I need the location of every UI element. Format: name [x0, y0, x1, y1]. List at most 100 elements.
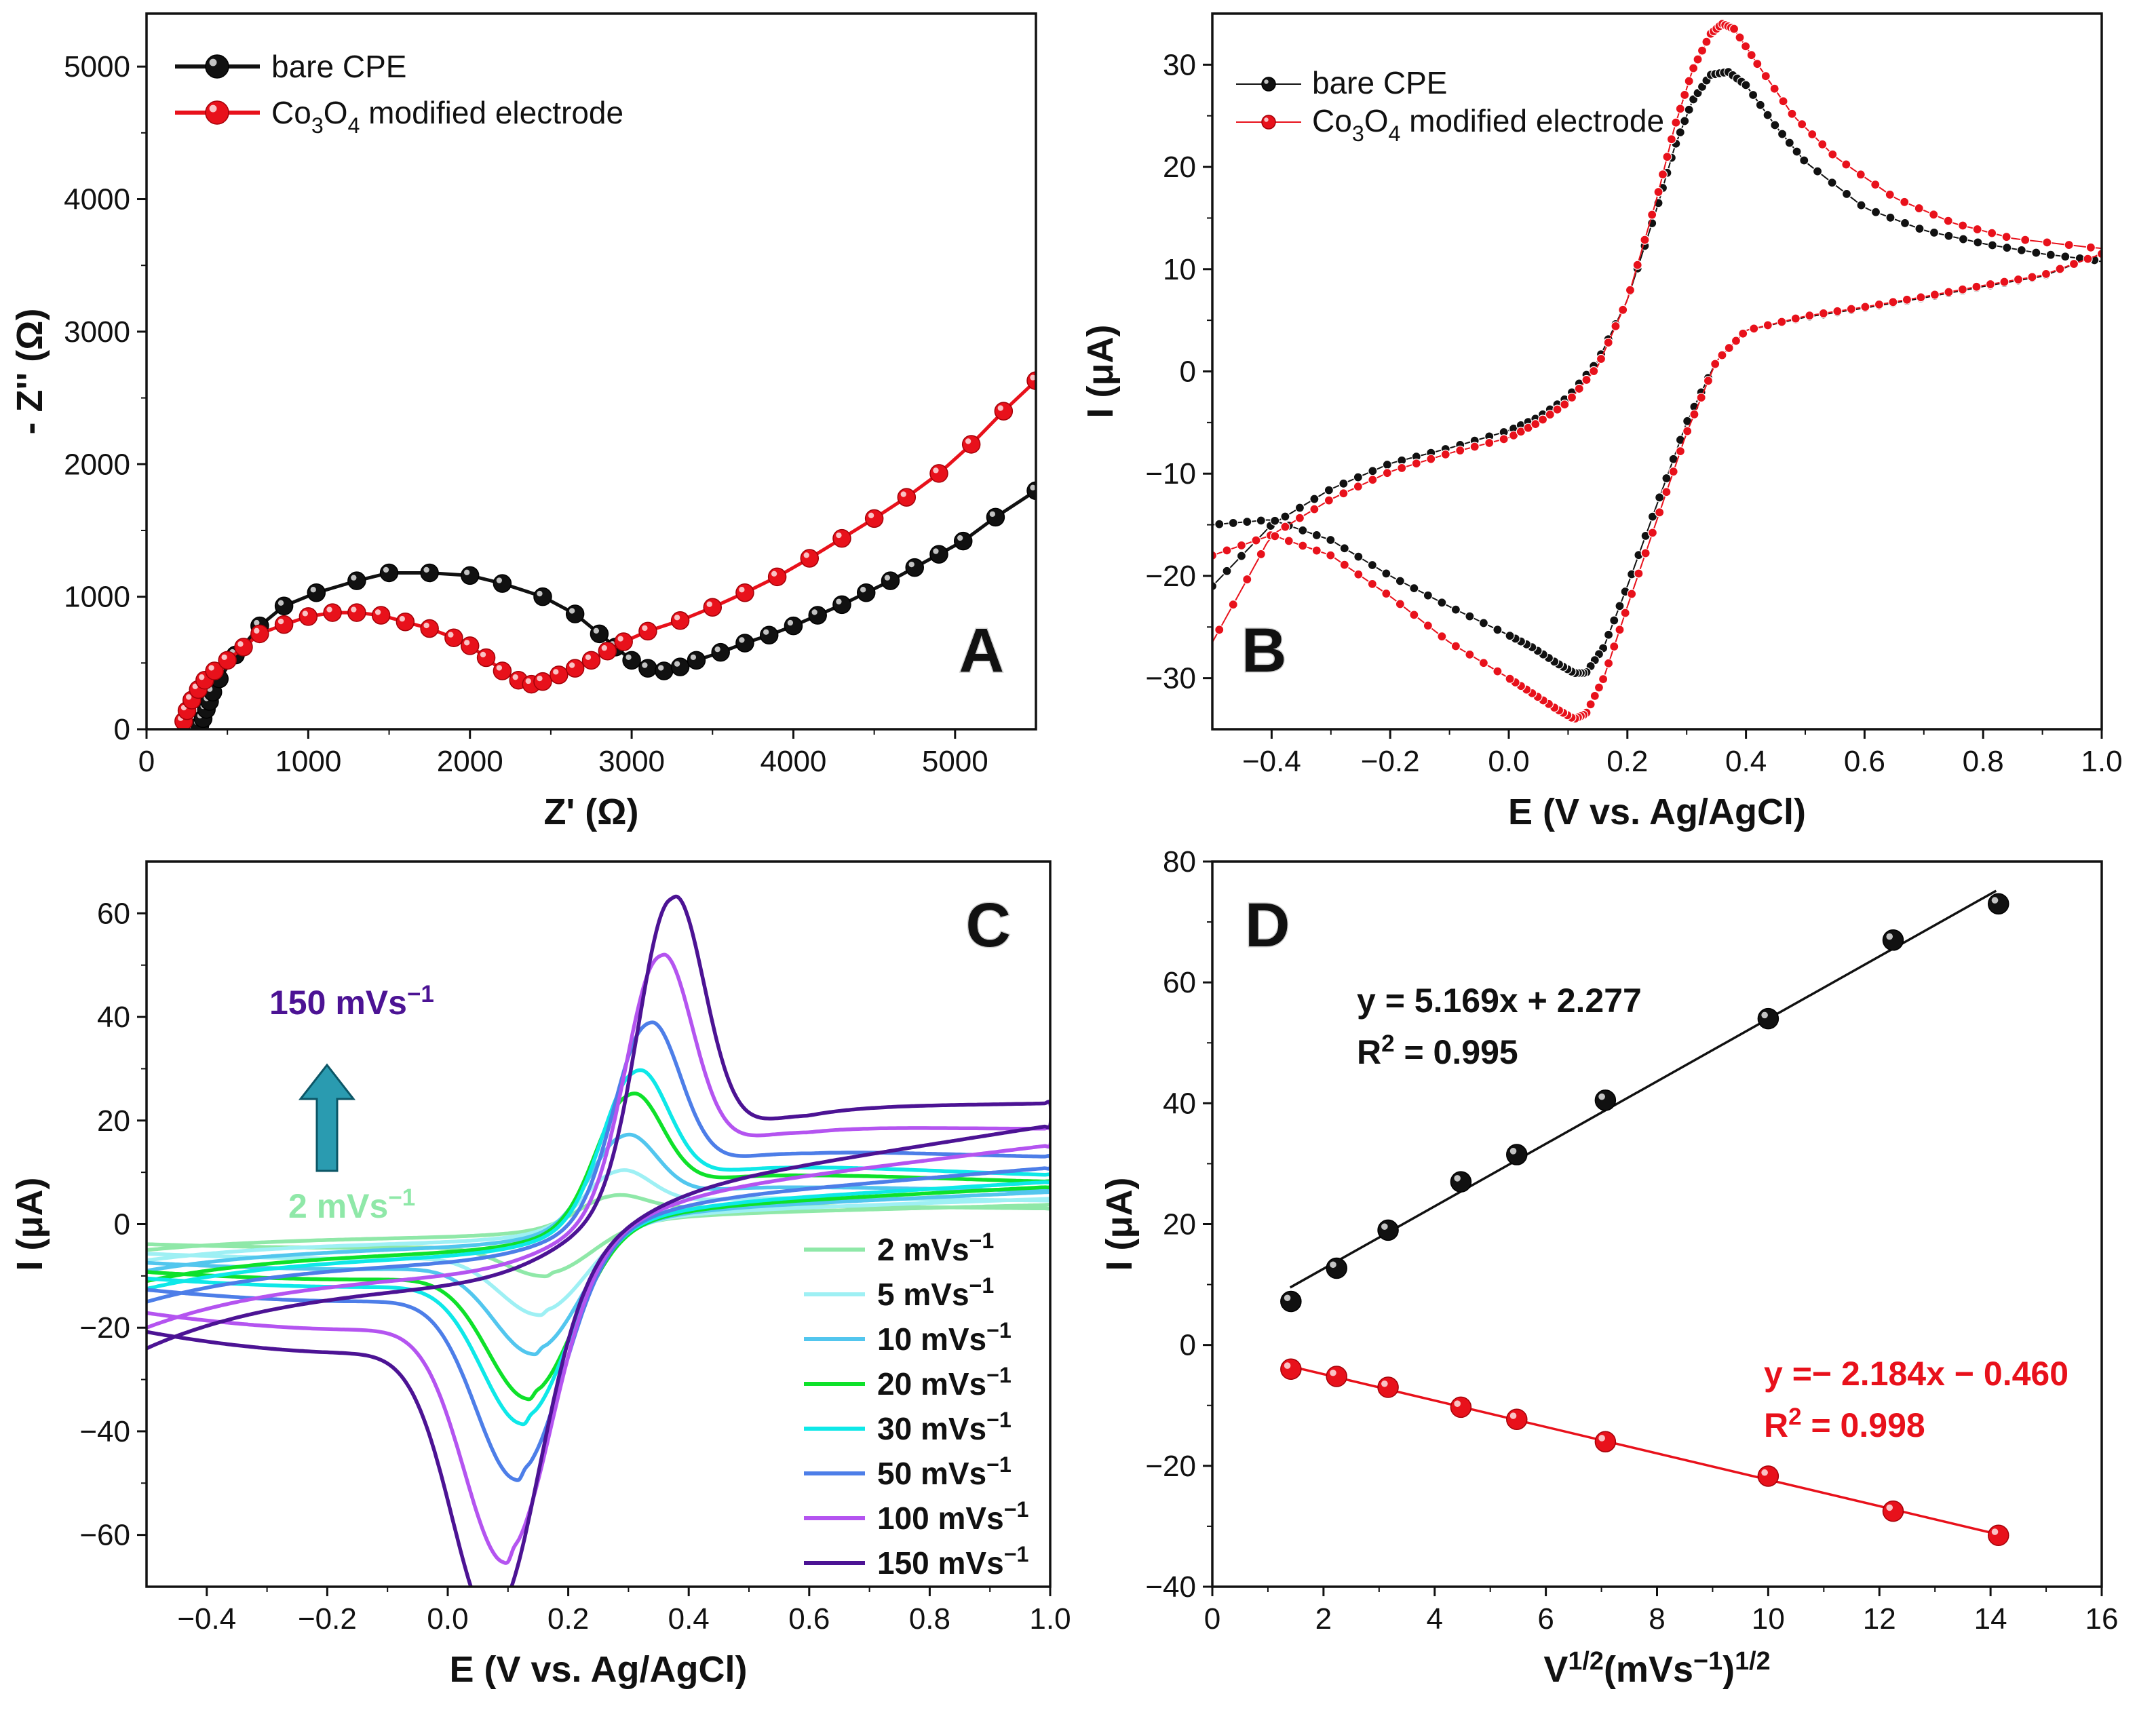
- x-tick-label: 0.8: [909, 1602, 950, 1636]
- data-point: [347, 571, 366, 590]
- x-tick-label: 16: [2085, 1602, 2119, 1636]
- data-point-highlight: [1454, 1175, 1461, 1182]
- y-axis-title: I (μA): [9, 1177, 50, 1271]
- data-point: [1603, 658, 1614, 668]
- data-point-highlight: [310, 587, 316, 593]
- data-point-body: [299, 607, 318, 626]
- x-axis-title-part: E (V vs. Ag/AgCl): [1508, 792, 1806, 832]
- data-point-highlight: [383, 566, 389, 573]
- data-point: [1929, 290, 1940, 300]
- data-point-body: [1757, 1465, 1779, 1487]
- y-tick-label: 3000: [64, 315, 130, 349]
- data-point-body: [460, 566, 480, 585]
- data-point: [1620, 608, 1630, 618]
- data-point-body: [347, 571, 366, 590]
- data-point: [1784, 138, 1794, 148]
- data-point: [1367, 579, 1377, 589]
- data-point-body: [986, 507, 1005, 527]
- legend-label: bare CPE: [1312, 65, 1447, 100]
- data-point: [1769, 83, 1779, 94]
- y-tick-label: 1000: [64, 581, 130, 614]
- data-point-body: [307, 583, 326, 602]
- x-tick-label: 1.0: [2081, 745, 2122, 778]
- data-point: [396, 613, 415, 632]
- fit-r2-cathodic: R2 = 0.998: [1764, 1404, 1925, 1444]
- fit-line: [1290, 1365, 1997, 1535]
- panel-D: 0 2 4 6 8 10 12 14 16−40−20020406080V1/2(mVs−1)1…: [1099, 845, 2118, 1690]
- x-tick-label: 0.8: [1963, 745, 2004, 778]
- data-point-highlight: [1761, 1469, 1768, 1476]
- data-point-body: [856, 583, 876, 602]
- x-axis-title-part: 1/2: [1568, 1647, 1604, 1676]
- cv-curve: [147, 1068, 1050, 1427]
- data-point: [961, 435, 981, 454]
- data-point: [1958, 220, 1968, 231]
- data-point: [1841, 189, 1852, 199]
- data-point: [1505, 674, 1515, 684]
- data-point-highlight: [1761, 1011, 1768, 1019]
- data-point-highlight: [423, 622, 429, 629]
- data-point: [735, 634, 754, 653]
- legend-label-part: 150 mVs: [877, 1545, 1004, 1581]
- data-point: [1763, 110, 1773, 120]
- x-tick-label: 0: [1204, 1602, 1220, 1636]
- data-point-highlight: [690, 654, 697, 661]
- data-point: [1805, 311, 1815, 321]
- data-point: [420, 619, 439, 638]
- legend-label: bare CPE: [271, 49, 406, 84]
- data-point: [2042, 237, 2052, 248]
- data-point: [420, 563, 439, 583]
- data-point: [1455, 445, 1465, 456]
- data-point: [1298, 541, 1308, 551]
- data-point: [274, 615, 294, 634]
- data-point: [655, 661, 674, 680]
- data-point-highlight: [771, 571, 777, 577]
- data-point-body: [929, 464, 948, 483]
- legend-marker-highlight: [209, 104, 217, 113]
- data-point: [1790, 313, 1801, 324]
- data-point: [638, 621, 657, 641]
- data-point-body: [670, 657, 690, 676]
- data-point: [1860, 302, 1870, 312]
- fit-r2-anodic-part: = 0.995: [1395, 1033, 1518, 1071]
- x-tick-label: 0.2: [1606, 745, 1648, 778]
- data-point: [1228, 518, 1238, 528]
- plot-area: [174, 371, 1036, 729]
- legend-label-part: 10 mVs: [877, 1321, 986, 1357]
- data-point: [1746, 50, 1756, 60]
- data-point-body: [670, 611, 690, 630]
- data-point-highlight: [658, 665, 664, 671]
- data-point: [2068, 258, 2079, 269]
- cv-curve: [147, 952, 1050, 1565]
- x-tick-label: −0.4: [1242, 745, 1301, 778]
- y-tick-label: −20: [79, 1311, 130, 1345]
- data-point-body: [1506, 1408, 1528, 1430]
- data-point: [1409, 583, 1419, 594]
- fit-equation-anodic: y = 5.169x + 2.277: [1357, 982, 1642, 1020]
- data-point-highlight: [617, 636, 623, 642]
- data-point: [1423, 621, 1433, 631]
- data-point: [1478, 658, 1488, 668]
- data-point: [1770, 120, 1780, 130]
- y-tick-label: −30: [1145, 662, 1196, 695]
- data-point-body: [864, 509, 884, 528]
- data-point-body: [533, 587, 552, 606]
- x-tick-label: 8: [1649, 1602, 1665, 1636]
- data-point: [1493, 666, 1503, 676]
- data-point: [808, 606, 827, 625]
- data-point: [274, 596, 294, 616]
- data-point: [1701, 37, 1712, 47]
- data-point: [1841, 159, 1851, 170]
- data-point-highlight: [900, 491, 906, 497]
- data-point: [1270, 516, 1280, 526]
- legend-label-part: 4: [348, 113, 360, 138]
- data-point-body: [832, 528, 851, 548]
- data-point: [1640, 235, 1650, 245]
- data-point: [1749, 324, 1759, 334]
- data-point: [1450, 1396, 1472, 1418]
- data-point: [205, 661, 224, 680]
- data-point-highlight: [496, 665, 503, 671]
- data-point: [234, 638, 253, 657]
- data-point-highlight: [836, 532, 842, 539]
